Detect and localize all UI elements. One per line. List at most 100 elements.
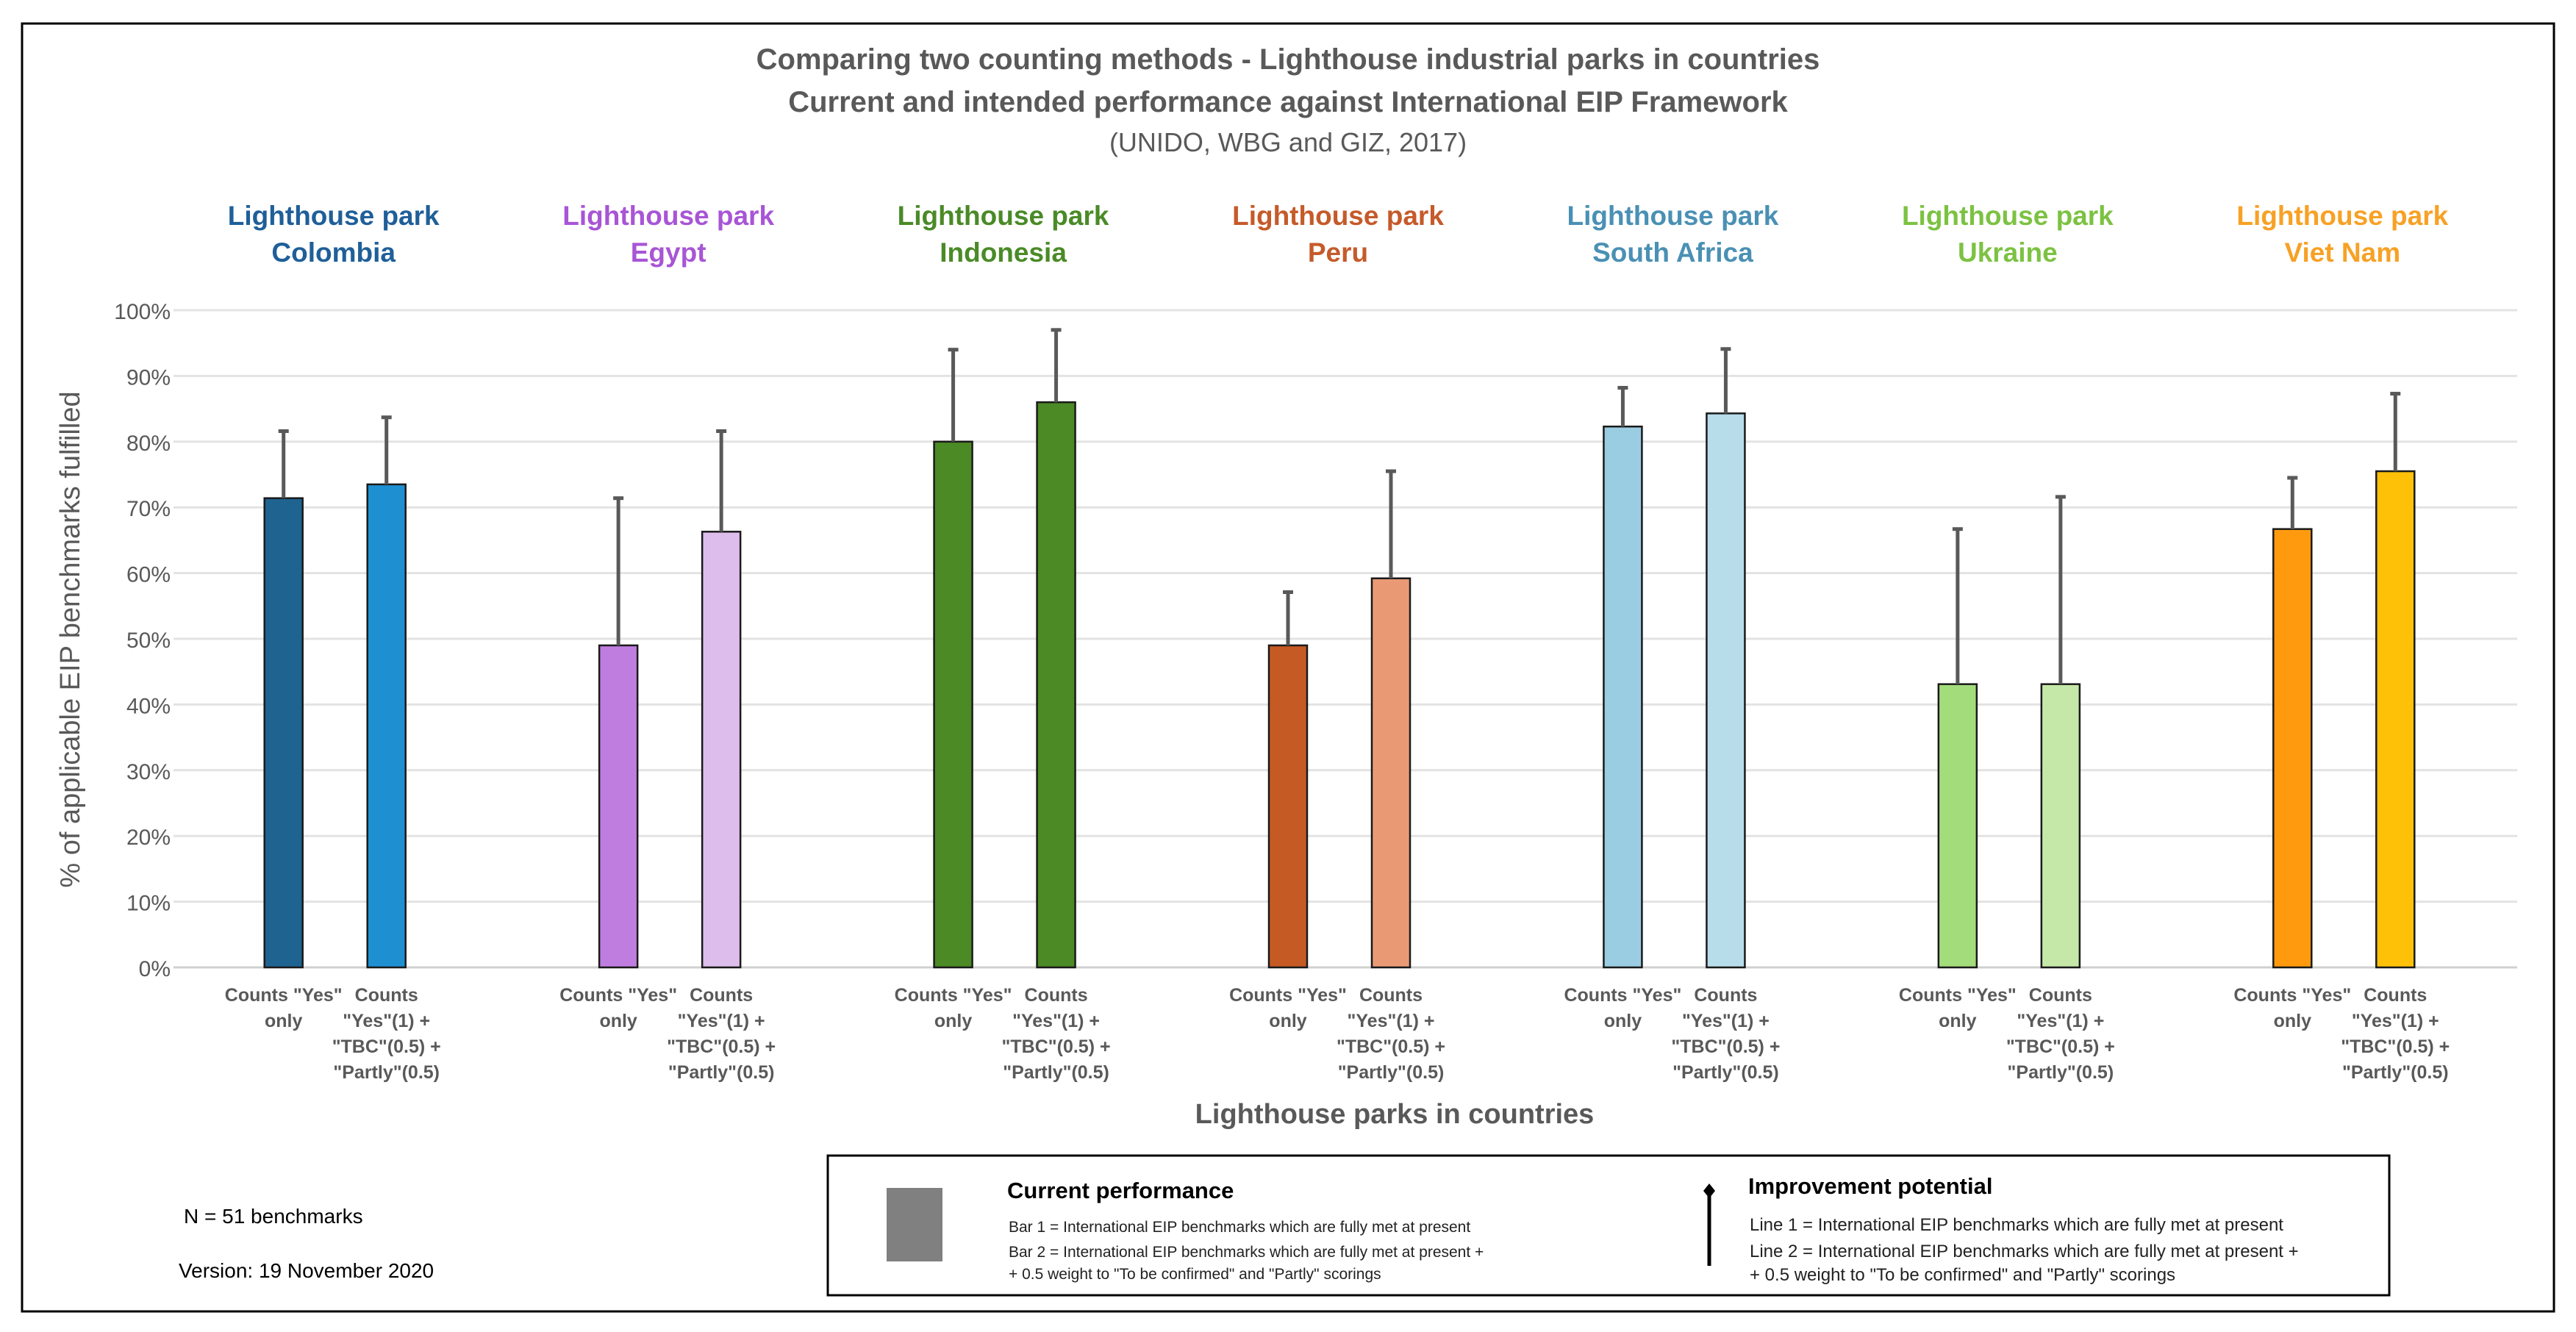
legend-bar-swatch [887, 1188, 942, 1261]
method-label: only [1604, 1011, 1642, 1031]
method-label: "Yes"(1) + [678, 1011, 765, 1031]
method-label: Counts "Yes" [895, 985, 1012, 1006]
chart-subtitle: Current and intended performance against… [788, 86, 1788, 118]
group-label-line1: Lighthouse park [228, 201, 440, 231]
method-label: "Yes"(1) + [2352, 1011, 2439, 1031]
method-label: "Yes"(1) + [1012, 1011, 1100, 1031]
y-tick-label: 10% [126, 892, 171, 916]
method-label: Counts [1359, 985, 1423, 1006]
group-label-line2: Viet Nam [2284, 237, 2400, 268]
method-label: "Yes"(1) + [343, 1011, 430, 1031]
y-tick-label: 50% [126, 629, 171, 653]
group-label-line2: South Africa [1592, 237, 1753, 268]
y-tick-label: 100% [114, 300, 171, 324]
method-label: "Yes"(1) + [2017, 1011, 2104, 1031]
bar [598, 644, 639, 969]
x-axis-label: Lighthouse parks in countries [1195, 1099, 1595, 1130]
method-label: Counts "Yes" [225, 985, 343, 1006]
method-label: Counts "Yes" [1229, 985, 1347, 1006]
chart-source: (UNIDO, WBG and GIZ, 2017) [1109, 127, 1467, 157]
legend-improve-line3: + 0.5 weight to "To be confirmed" and "P… [1750, 1265, 2175, 1285]
bar [1036, 401, 1076, 969]
bars [263, 401, 2416, 969]
group-label-line1: Lighthouse park [1902, 201, 2114, 231]
improvement-lines [278, 328, 2401, 684]
legend-improve-title: Improvement potential [1748, 1173, 1992, 1199]
method-label: "TBC"(0.5) + [332, 1036, 441, 1057]
bar [1370, 577, 1412, 969]
method-label: "TBC"(0.5) + [1002, 1036, 1111, 1057]
method-label: Counts [355, 985, 418, 1006]
method-label: only [599, 1011, 637, 1031]
bar [1603, 425, 1643, 969]
bar [366, 483, 407, 969]
method-label: only [1939, 1011, 1976, 1031]
legend-improve-line2: Line 2 = International EIP benchmarks wh… [1750, 1242, 2299, 1261]
group-label-line1: Lighthouse park [1232, 201, 1444, 231]
method-label: only [2274, 1011, 2311, 1031]
method-label: "TBC"(0.5) + [1671, 1036, 1780, 1057]
method-label: Counts "Yes" [1564, 985, 1681, 1006]
method-label: Counts "Yes" [559, 985, 677, 1006]
y-tick-label: 40% [126, 694, 171, 718]
sample-size-note: N = 51 benchmarks [184, 1205, 363, 1228]
method-label: Counts "Yes" [1899, 985, 2017, 1006]
method-label: Counts [1025, 985, 1088, 1006]
method-label: only [934, 1011, 972, 1031]
legend-box [826, 1154, 2391, 1297]
gridlines [173, 309, 2517, 969]
bar [2040, 683, 2081, 969]
method-label: "Partly"(0.5) [2342, 1062, 2449, 1083]
method-labels: Counts "Yes" only Counts "Yes"(1) + "TBC"(0.… [225, 985, 2450, 1083]
group-label-line2: Colombia [271, 237, 396, 268]
y-tick-label: 60% [126, 563, 171, 587]
method-label: Counts [1694, 985, 1757, 1006]
method-label: "Partly"(0.5) [333, 1062, 440, 1083]
method-label: "TBC"(0.5) + [2341, 1036, 2450, 1057]
method-label: "TBC"(0.5) + [1337, 1036, 1445, 1057]
chart-title: Comparing two counting methods - Lightho… [756, 43, 1820, 76]
method-label: "Partly"(0.5) [668, 1062, 775, 1083]
bar [1937, 683, 1978, 969]
group-labels: Lighthouse park Colombia Lighthouse park Eg… [228, 201, 2449, 268]
method-label: "Partly"(0.5) [1672, 1062, 1779, 1083]
legend-current-line2: Bar 2 = International EIP benchmarks whi… [1009, 1244, 1484, 1261]
group-label-line2: Indonesia [940, 237, 1067, 268]
group-label-line2: Ukraine [1958, 237, 2058, 268]
legend-current-title: Current performance [1007, 1178, 1234, 1203]
y-tick-label: 20% [126, 826, 171, 850]
method-label: "Partly"(0.5) [1003, 1062, 1109, 1083]
group-label-line1: Lighthouse park [2236, 201, 2448, 231]
y-tick-label: 90% [126, 365, 171, 390]
method-label: "Yes"(1) + [1348, 1011, 1435, 1031]
version-note: Version: 19 November 2020 [179, 1259, 434, 1282]
method-label: "Partly"(0.5) [1338, 1062, 1445, 1083]
method-label: "Partly"(0.5) [2008, 1062, 2114, 1083]
method-label: "Yes"(1) + [1682, 1011, 1770, 1031]
bar [263, 497, 304, 969]
y-tick-label: 30% [126, 760, 171, 784]
bar [1706, 412, 1746, 969]
y-tick-label: 0% [139, 957, 171, 981]
y-axis-label: % of applicable EIP benchmarks fulfilled [55, 391, 86, 887]
y-tick-label: 80% [126, 432, 171, 456]
method-label: only [265, 1011, 302, 1031]
method-label: Counts [2364, 985, 2427, 1006]
legend-line-marker [1703, 1184, 1715, 1198]
group-label-line2: Egypt [631, 237, 706, 268]
method-label: "TBC"(0.5) + [667, 1036, 776, 1057]
method-label: Counts [690, 985, 753, 1006]
legend-current-line1: Bar 1 = International EIP benchmarks whi… [1009, 1219, 1470, 1236]
legend-improve-line1: Line 1 = International EIP benchmarks wh… [1750, 1215, 2283, 1235]
legend: Current performance Bar 1 = Internationa… [826, 1154, 2391, 1297]
bar [2375, 470, 2416, 969]
y-tick-label: 70% [126, 497, 171, 521]
legend-current-line3: + 0.5 weight to "To be confirmed" and "P… [1009, 1266, 1381, 1283]
method-label: "TBC"(0.5) + [2006, 1036, 2115, 1057]
y-tick-labels: 0% 10% 20% 30% 40% 50% 60% 70% 80% 90% 100% [114, 300, 171, 981]
bar [701, 531, 742, 969]
group-label-line2: Peru [1308, 237, 1368, 268]
group-label-line1: Lighthouse park [898, 201, 1109, 231]
method-label: Counts [2029, 985, 2092, 1006]
